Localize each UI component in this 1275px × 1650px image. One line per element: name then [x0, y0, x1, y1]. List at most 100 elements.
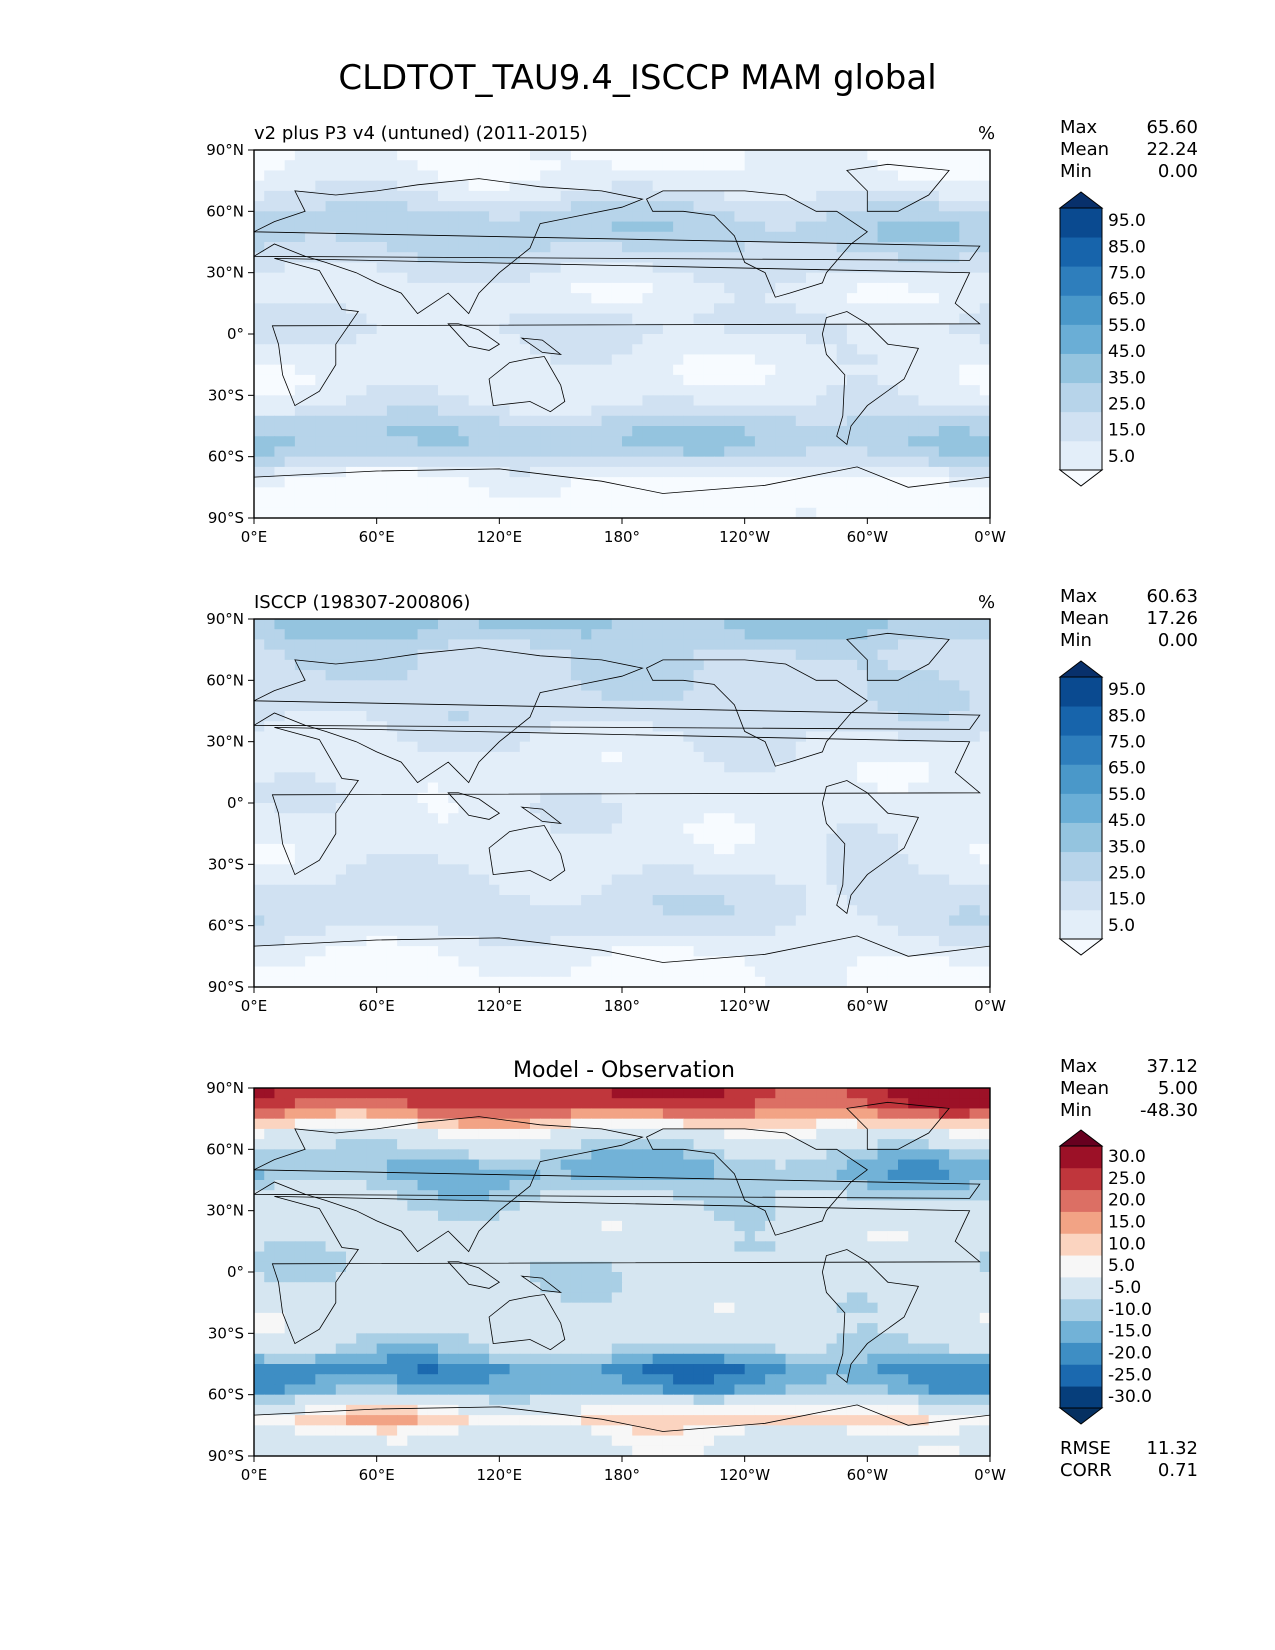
field-cell [662, 231, 674, 243]
field-cell [305, 170, 316, 182]
field-cell [622, 160, 633, 172]
field-cell [734, 344, 746, 356]
field-cell [407, 272, 419, 284]
field-cell [581, 211, 592, 223]
field-cell [969, 884, 981, 896]
field-cell [908, 211, 920, 223]
field-cell [754, 150, 766, 161]
field-cell [928, 731, 940, 743]
field-cell [540, 160, 552, 172]
field-cell [601, 731, 613, 743]
field-cell [581, 497, 592, 509]
field-cell [765, 741, 776, 753]
field-cell [938, 925, 950, 937]
field-cell [458, 364, 470, 376]
field-cell [744, 721, 756, 733]
field-cell [591, 854, 603, 865]
field-cell [652, 150, 664, 161]
field-cell [785, 344, 797, 356]
field-cell [652, 395, 664, 407]
field-cell [294, 190, 306, 202]
field-cell [826, 721, 838, 733]
field-cell [335, 242, 347, 253]
field-cell [949, 670, 960, 681]
field-cell [601, 925, 613, 937]
panel-2-title: ISCCP (198307-200806) [254, 592, 471, 613]
field-cell [703, 721, 715, 733]
field-cell [264, 874, 276, 886]
field-cell [407, 905, 419, 917]
field-cell [632, 242, 644, 253]
field-cell [386, 150, 398, 161]
field-cell [325, 221, 337, 233]
field-cell [836, 629, 848, 641]
field-cell [765, 334, 776, 345]
field-cell [816, 741, 828, 753]
field-cell [417, 772, 429, 784]
field-cell [938, 221, 950, 233]
field-cell [703, 741, 715, 753]
field-cell [846, 935, 858, 947]
field-cell [836, 344, 848, 356]
field-cell [703, 262, 715, 274]
field-cell [826, 711, 838, 722]
stat-max-value: 65.60 [1146, 117, 1198, 138]
field-cell [315, 477, 327, 488]
field-cell [846, 374, 858, 386]
field-cell [754, 751, 766, 763]
field-cell [898, 864, 909, 876]
field-cell [683, 313, 695, 325]
field-cell [294, 731, 306, 743]
field-cell [581, 864, 592, 876]
field-cell [652, 293, 664, 304]
field-cell [652, 221, 664, 233]
field-cell [509, 762, 521, 773]
field-cell [294, 659, 306, 671]
field-cell [836, 150, 848, 161]
field-cell [846, 843, 858, 855]
field-cell [703, 466, 715, 478]
field-cell [550, 364, 562, 376]
field-cell [806, 466, 817, 478]
field-cell [560, 905, 572, 917]
field-cell [693, 782, 705, 794]
field-cell [611, 507, 623, 518]
field-cell [632, 385, 644, 396]
field-cell [376, 843, 388, 855]
stat-mean-value: 22.24 [1146, 139, 1198, 160]
field-cell [795, 935, 807, 947]
field-cell [601, 741, 613, 753]
field-cell [356, 700, 368, 712]
field-cell [478, 436, 490, 448]
field-cell [530, 293, 541, 304]
field-cell [867, 354, 879, 366]
field-cell [611, 415, 623, 427]
field-cell [305, 211, 316, 223]
field-cell [959, 711, 971, 722]
field-cell [407, 221, 419, 233]
field-cell [857, 252, 868, 264]
field-cell [386, 751, 398, 763]
field-cell [468, 395, 480, 407]
field-cell [570, 813, 582, 825]
field-cell [530, 854, 541, 865]
field-cell [867, 751, 879, 763]
field-cell [887, 456, 899, 468]
field-cell [386, 211, 398, 223]
field-cell [427, 334, 439, 345]
field-cell [284, 374, 296, 386]
field-cell [356, 507, 368, 518]
field-cell [826, 272, 838, 284]
field-cell [346, 782, 357, 794]
field-cell [540, 303, 552, 315]
field-cell [918, 507, 930, 518]
field-cell [908, 466, 920, 478]
field-cell [397, 670, 408, 681]
field-cell [346, 843, 357, 855]
field-cell [857, 700, 868, 712]
field-cell [274, 385, 286, 396]
field-cell [867, 242, 879, 253]
field-cell [458, 344, 470, 356]
field-cell [703, 415, 715, 427]
field-cell [417, 272, 429, 284]
